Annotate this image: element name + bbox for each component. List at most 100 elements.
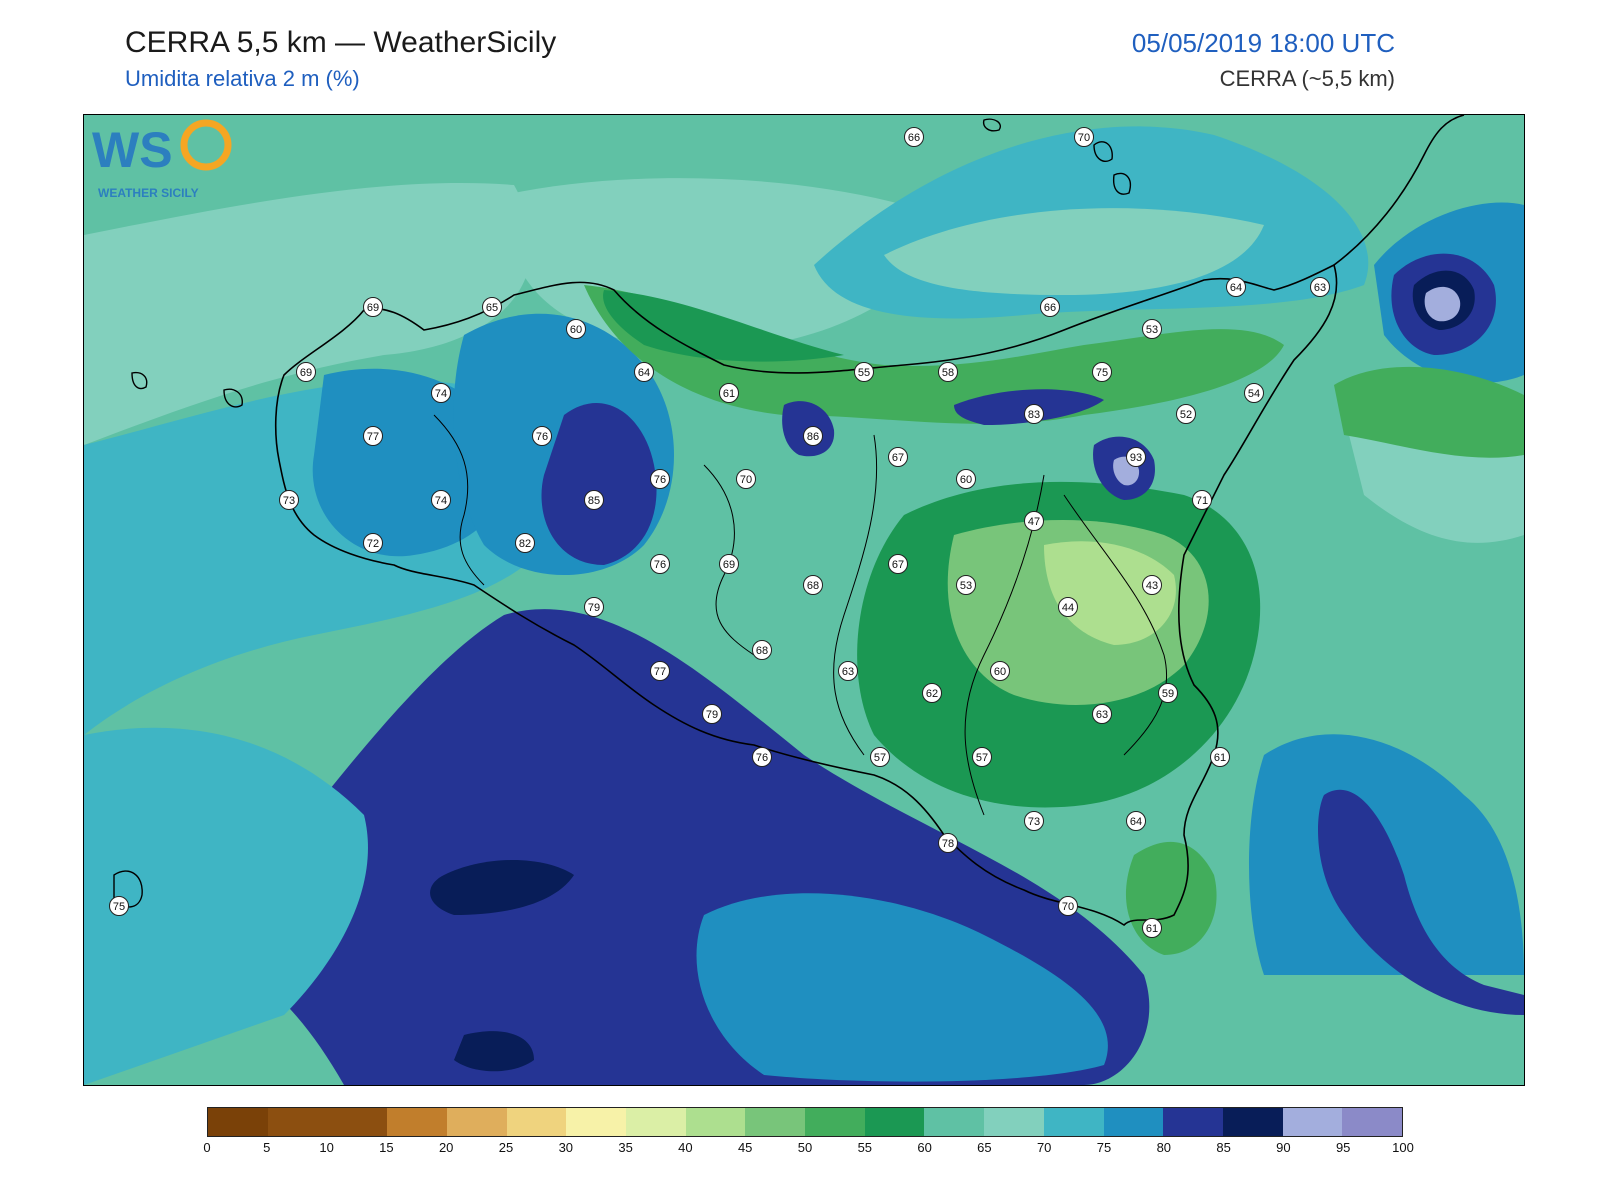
station-marker[interactable]: 61 <box>1210 747 1230 767</box>
station-value: 71 <box>1196 495 1208 507</box>
station-marker[interactable]: 76 <box>752 747 772 767</box>
station-value: 83 <box>1028 409 1040 421</box>
station-marker[interactable]: 57 <box>870 747 890 767</box>
colorbar-segment <box>1103 1108 1164 1136</box>
station-marker[interactable]: 69 <box>363 297 383 317</box>
field-90-south <box>454 1031 534 1072</box>
station-value: 66 <box>908 132 920 144</box>
station-marker[interactable]: 65 <box>482 297 502 317</box>
field-70-west <box>84 183 532 445</box>
station-marker[interactable]: 63 <box>1092 704 1112 724</box>
station-marker[interactable]: 74 <box>431 490 451 510</box>
colorbar-segment <box>1043 1108 1104 1136</box>
station-circle <box>870 747 890 767</box>
station-value: 86 <box>807 431 819 443</box>
station-marker[interactable]: 59 <box>1158 683 1178 703</box>
station-marker[interactable]: 76 <box>532 426 552 446</box>
field-85-ionian <box>1318 789 1524 1015</box>
station-marker[interactable]: 61 <box>1142 918 1162 938</box>
station-marker[interactable]: 67 <box>888 447 908 467</box>
station-marker[interactable]: 60 <box>990 661 1010 681</box>
station-marker[interactable]: 85 <box>584 490 604 510</box>
colorbar-segment <box>506 1108 567 1136</box>
station-marker[interactable]: 67 <box>888 554 908 574</box>
station-circle <box>904 127 924 147</box>
station-marker[interactable]: 47 <box>1024 511 1044 531</box>
station-circle <box>279 490 299 510</box>
station-marker[interactable]: 57 <box>972 747 992 767</box>
station-value: 68 <box>756 645 768 657</box>
station-marker[interactable]: 60 <box>566 319 586 339</box>
station-marker[interactable]: 70 <box>1058 896 1078 916</box>
station-marker[interactable]: 63 <box>838 661 858 681</box>
province-border-5 <box>1063 494 1168 756</box>
station-marker[interactable]: 83 <box>1024 404 1044 424</box>
station-marker[interactable]: 70 <box>736 469 756 489</box>
station-marker[interactable]: 44 <box>1058 597 1078 617</box>
colorbar-tick-label: 50 <box>797 1140 813 1155</box>
station-marker[interactable]: 43 <box>1142 575 1162 595</box>
station-marker[interactable]: 77 <box>363 426 383 446</box>
station-marker[interactable]: 74 <box>431 383 451 403</box>
station-circle <box>752 640 772 660</box>
station-marker[interactable]: 73 <box>279 490 299 510</box>
station-marker[interactable]: 64 <box>1226 277 1246 297</box>
station-circle <box>1158 683 1178 703</box>
station-marker[interactable]: 79 <box>702 704 722 724</box>
station-circle <box>584 490 604 510</box>
station-marker[interactable]: 62 <box>922 683 942 703</box>
station-value: 43 <box>1146 580 1158 592</box>
station-marker[interactable]: 64 <box>634 362 654 382</box>
station-marker[interactable]: 71 <box>1192 490 1212 510</box>
station-marker[interactable]: 72 <box>363 533 383 553</box>
station-value: 93 <box>1130 452 1142 464</box>
station-marker[interactable]: 76 <box>650 469 670 489</box>
station-marker[interactable]: 53 <box>956 575 976 595</box>
station-marker[interactable]: 73 <box>1024 811 1044 831</box>
station-circle <box>752 747 772 767</box>
station-marker[interactable]: 68 <box>752 640 772 660</box>
station-marker[interactable]: 75 <box>1092 362 1112 382</box>
station-marker[interactable]: 64 <box>1126 811 1146 831</box>
station-marker[interactable]: 54 <box>1244 383 1264 403</box>
station-marker[interactable]: 66 <box>1040 297 1060 317</box>
station-marker[interactable]: 76 <box>650 554 670 574</box>
station-marker[interactable]: 53 <box>1142 319 1162 339</box>
station-circle <box>972 747 992 767</box>
station-circle <box>1142 575 1162 595</box>
station-circle <box>363 297 383 317</box>
station-value: 63 <box>1096 709 1108 721</box>
station-marker[interactable]: 78 <box>938 833 958 853</box>
calabria-coastline <box>1333 115 1465 266</box>
station-circle <box>650 554 670 574</box>
station-marker[interactable]: 58 <box>938 362 958 382</box>
station-marker[interactable]: 70 <box>1074 127 1094 147</box>
logo-letters: WS <box>92 122 173 178</box>
station-marker[interactable]: 82 <box>515 533 535 553</box>
station-marker[interactable]: 69 <box>296 362 316 382</box>
station-marker[interactable]: 60 <box>956 469 976 489</box>
colorbar-segment <box>1222 1108 1283 1136</box>
station-circle <box>109 896 129 916</box>
map-frame[interactable]: 66 70 69 65 60 64 63 66 53 69 74 64 61 55 58 75 54 83 52 77… <box>83 114 1525 1086</box>
station-marker[interactable]: 77 <box>650 661 670 681</box>
station-value: 70 <box>1078 132 1090 144</box>
station-value: 72 <box>367 538 379 550</box>
colorbar-segment <box>267 1108 328 1136</box>
station-circle <box>1244 383 1264 403</box>
station-circle <box>922 683 942 703</box>
station-marker[interactable]: 68 <box>803 575 823 595</box>
station-marker[interactable]: 75 <box>109 896 129 916</box>
station-marker[interactable]: 55 <box>854 362 874 382</box>
station-marker[interactable]: 61 <box>719 383 739 403</box>
station-marker[interactable]: 52 <box>1176 404 1196 424</box>
station-marker[interactable]: 86 <box>803 426 823 446</box>
station-marker[interactable]: 79 <box>584 597 604 617</box>
station-marker[interactable]: 93 <box>1126 447 1146 467</box>
station-value: 59 <box>1162 688 1174 700</box>
station-marker[interactable]: 69 <box>719 554 739 574</box>
station-marker[interactable]: 63 <box>1310 277 1330 297</box>
field-75-southwest <box>84 727 368 1085</box>
station-value: 53 <box>960 580 972 592</box>
station-marker[interactable]: 66 <box>904 127 924 147</box>
